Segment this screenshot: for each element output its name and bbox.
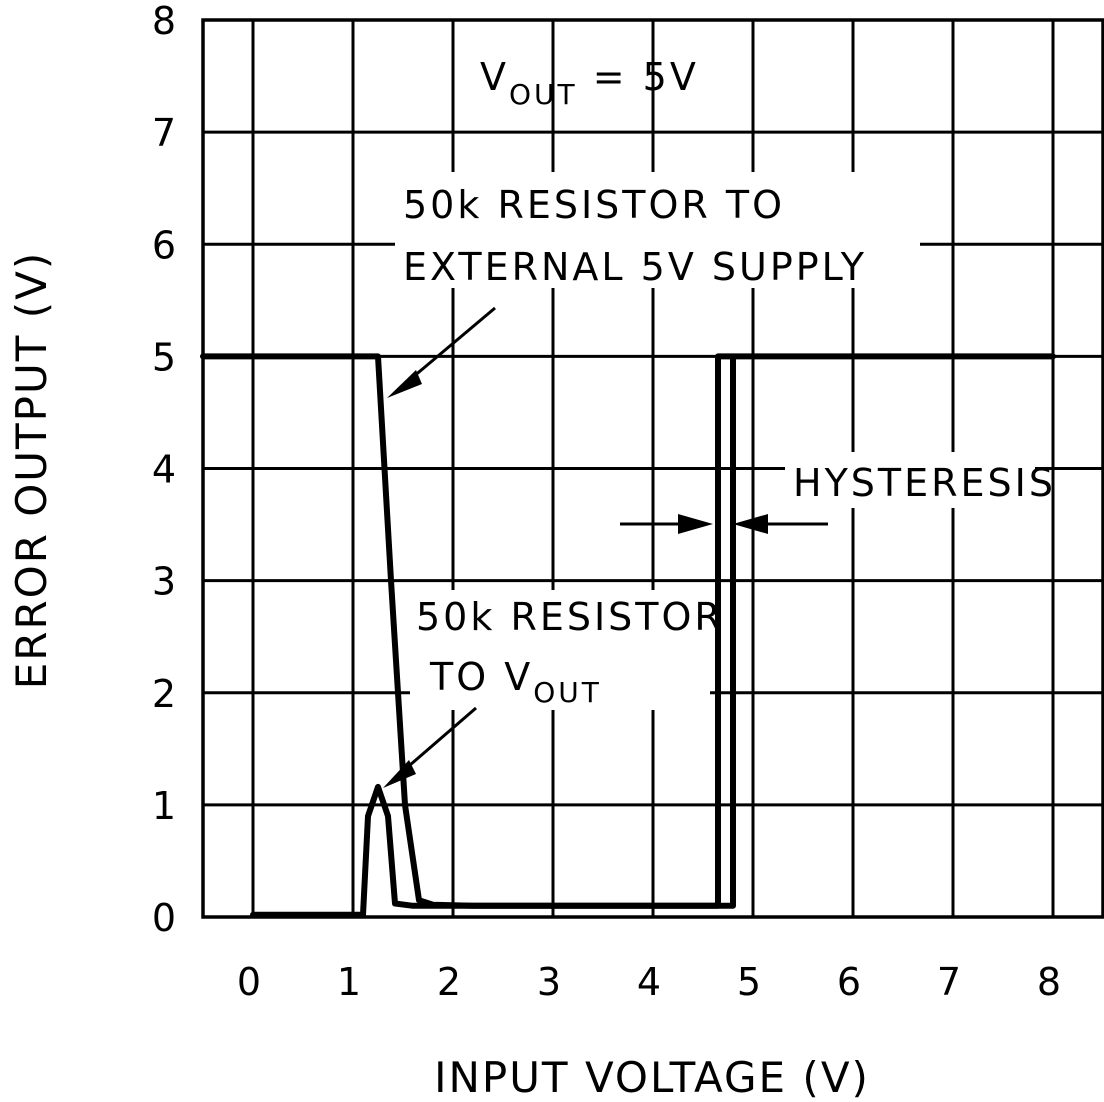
plot-frame [201,18,1104,919]
x-tick-label: 8 [1037,960,1061,1004]
vout-pointer [383,706,477,788]
x-axis-title: INPUT VOLTAGE (V) [434,1053,870,1102]
y-tick-label: 8 [152,0,176,43]
y-tick-label: 4 [152,448,176,492]
y-tick-label: 0 [152,896,176,940]
y-tick-label: 7 [152,111,176,155]
x-tick-label: 5 [737,960,761,1004]
y-tick-label: 3 [152,560,176,604]
series-layer [200,353,1056,918]
series-line-2 [250,353,736,918]
x-tick-label: 0 [237,960,261,1004]
y-tick-label: 1 [152,784,176,828]
x-tick-label: 6 [837,960,861,1004]
x-tick-labels: 0 1 2 3 4 5 6 7 8 [237,960,1061,1004]
y-tick-label: 6 [152,223,176,267]
external-supply-pointer [387,306,496,398]
x-tick-label: 4 [637,960,661,1004]
hysteresis-label: HYSTERESIS [793,461,1056,505]
vout-resistor-label-line2: TO VOUT [429,655,602,709]
x-tick-label: 1 [337,960,361,1004]
external-supply-label-line1: 50k RESISTOR TO [403,183,785,227]
y-tick-label: 5 [152,335,176,379]
x-tick-label: 3 [537,960,561,1004]
x-tick-label: 2 [437,960,461,1004]
vout-resistor-label-line1: 50k RESISTOR [416,595,724,639]
x-tick-label: 7 [937,960,961,1004]
series-line-1 [200,353,1056,909]
condition-label: VOUT = 5V [480,55,699,111]
y-tick-label: 2 [152,672,176,716]
hysteresis-arrows [620,514,828,534]
y-tick-labels: 0 1 2 3 4 5 6 7 8 [152,0,176,940]
external-supply-label-line2: EXTERNAL 5V SUPPLY [403,245,867,289]
y-axis-title: ERROR OUTPUT (V) [7,251,56,690]
